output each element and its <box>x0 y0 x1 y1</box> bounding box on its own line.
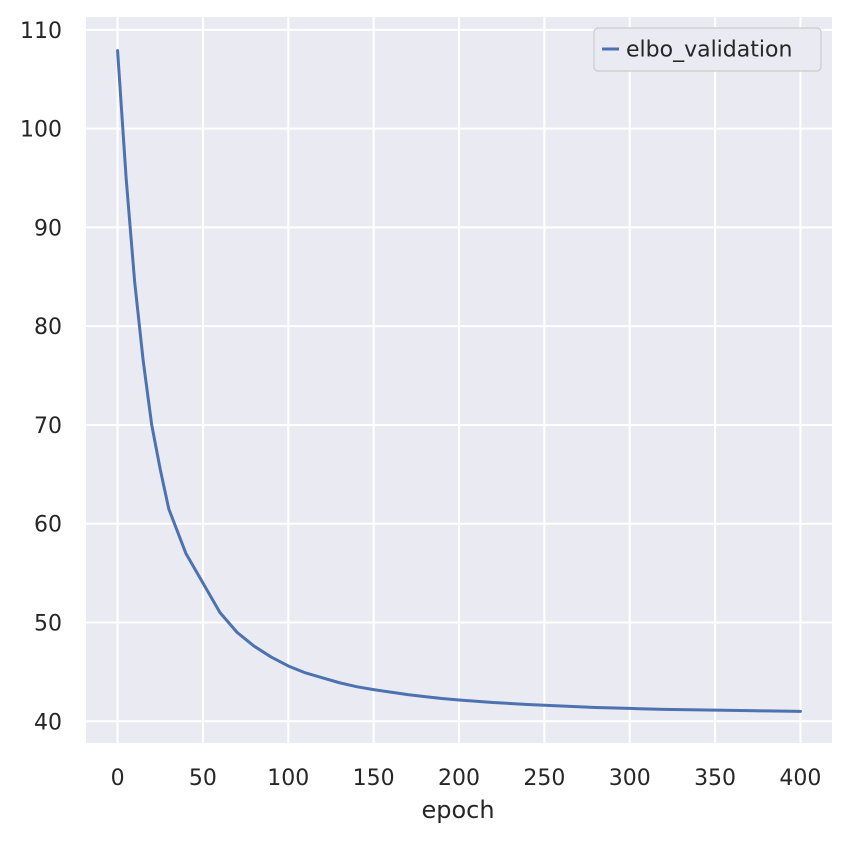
y-tick-label: 60 <box>34 513 62 538</box>
x-tick-label: 250 <box>523 766 565 791</box>
y-tick-labels: 40 50 60 70 80 90 100 110 <box>20 19 62 735</box>
y-tick-label: 110 <box>20 19 62 44</box>
legend-box <box>593 27 822 72</box>
x-tick-label: 300 <box>609 766 651 791</box>
x-tick-label: 200 <box>438 766 480 791</box>
x-tick-label: 150 <box>353 766 395 791</box>
y-tick-label: 100 <box>20 118 62 143</box>
x-tick-label: 50 <box>189 766 217 791</box>
y-tick-label: 80 <box>34 315 62 340</box>
y-tick-label: 50 <box>34 611 62 636</box>
series-line-elbo-validation <box>116 49 802 713</box>
x-axis-label: epoch <box>421 796 494 824</box>
x-tick-label: 0 <box>111 766 125 791</box>
y-tick-label: 90 <box>34 216 62 241</box>
x-tick-labels: 0 50 100 150 200 250 300 350 400 <box>111 766 822 791</box>
legend: elbo_validation <box>593 27 822 72</box>
x-tick-label: 350 <box>694 766 736 791</box>
legend-label-elbo-validation: elbo_validation <box>626 38 792 63</box>
x-tick-label: 100 <box>267 766 309 791</box>
y-tick-label: 40 <box>34 710 62 735</box>
y-tick-label: 70 <box>34 414 62 439</box>
series-lines <box>116 49 802 713</box>
x-tick-label: 400 <box>779 766 821 791</box>
grid-lines <box>86 17 832 743</box>
